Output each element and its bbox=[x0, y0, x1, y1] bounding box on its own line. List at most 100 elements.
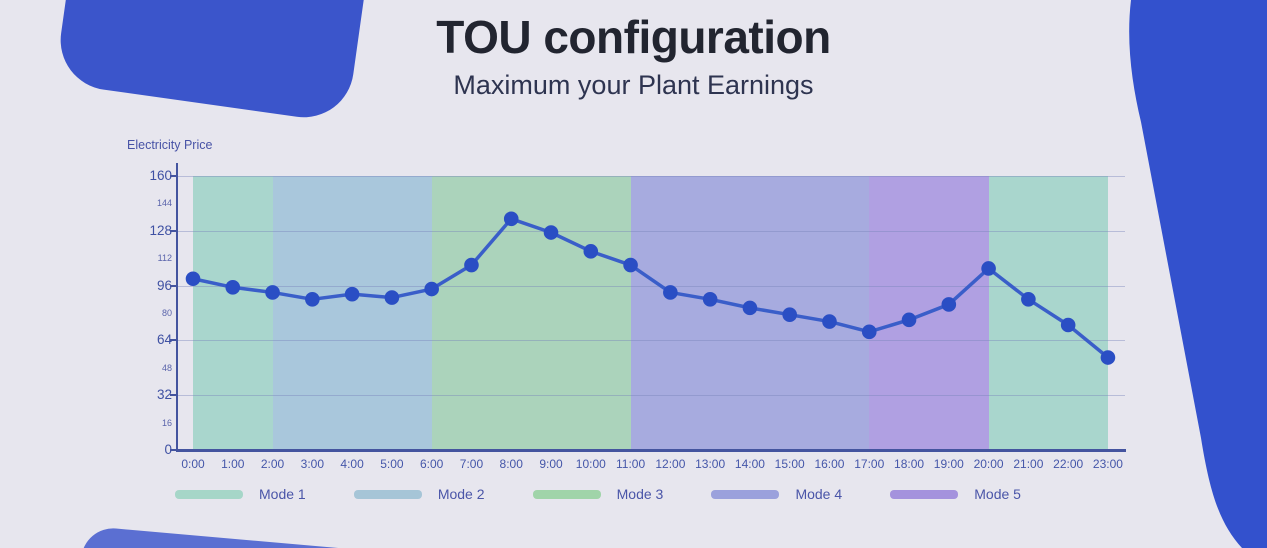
legend-swatch-mode-2 bbox=[353, 489, 422, 499]
data-point-2000 bbox=[981, 261, 996, 276]
y-tick-mark-32 bbox=[170, 394, 176, 397]
data-point-2300 bbox=[1100, 350, 1116, 365]
data-point-700 bbox=[464, 257, 479, 273]
y-tick-label-128: 128 bbox=[149, 222, 172, 238]
x-tick-label-2000: 20:00 bbox=[973, 457, 1004, 471]
x-tick-label-200: 2:00 bbox=[260, 457, 285, 471]
legend-label-mode-2: Mode 2 bbox=[437, 486, 485, 502]
data-point-1000 bbox=[583, 244, 599, 259]
gridline-64 bbox=[177, 340, 1125, 342]
y-tick-mark-160 bbox=[170, 175, 176, 177]
legend-item-mode-5: Mode 5 bbox=[890, 486, 1021, 502]
gridline-128 bbox=[177, 230, 1125, 232]
y-tick-label-0: 0 bbox=[164, 442, 172, 457]
legend-swatch-mode-5 bbox=[890, 489, 959, 499]
y-axis bbox=[176, 163, 178, 451]
legend-label-mode-1: Mode 1 bbox=[259, 486, 306, 502]
data-point-000 bbox=[185, 271, 201, 287]
chart-legend: Mode 1 Mode 2 Mode 3 Mode 4 Mode 5 bbox=[175, 486, 1021, 502]
price-line bbox=[192, 217, 1110, 359]
data-point-1800 bbox=[901, 312, 917, 328]
x-tick-label-1500: 15:00 bbox=[774, 457, 805, 471]
x-tick-label-800: 8:00 bbox=[499, 457, 523, 471]
bottom-left-blob bbox=[78, 528, 411, 548]
x-tick-label-400: 4:00 bbox=[340, 457, 364, 471]
data-point-400 bbox=[344, 286, 360, 302]
data-point-1600 bbox=[822, 314, 837, 329]
page-subtitle: Maximum your Plant Earnings bbox=[453, 70, 814, 100]
legend-item-mode-4: Mode 4 bbox=[711, 486, 842, 502]
y-tick-label-64: 64 bbox=[156, 332, 172, 348]
x-tick-label-1000: 10:00 bbox=[575, 457, 606, 471]
x-tick-label-900: 9:00 bbox=[539, 457, 563, 471]
band-mode-3 bbox=[431, 176, 631, 450]
legend-item-mode-3: Mode 3 bbox=[532, 486, 664, 502]
legend-label-mode-5: Mode 5 bbox=[974, 486, 1021, 502]
x-tick-label-1100: 11:00 bbox=[616, 457, 646, 471]
y-tick-label-80: 80 bbox=[161, 308, 172, 318]
x-tick-label-1900: 19:00 bbox=[933, 457, 964, 471]
x-tick-label-100: 1:00 bbox=[221, 457, 245, 471]
y-tick-label-160: 160 bbox=[149, 168, 172, 183]
legend-label-mode-4: Mode 4 bbox=[795, 486, 843, 502]
x-tick-label-300: 3:00 bbox=[300, 457, 324, 471]
price-line-series bbox=[185, 211, 1116, 365]
x-tick-label-1800: 18:00 bbox=[894, 457, 925, 471]
legend-swatch-mode-1 bbox=[175, 489, 243, 499]
x-tick-label-1200: 12:00 bbox=[655, 457, 686, 471]
data-point-1900 bbox=[941, 297, 957, 312]
data-point-100 bbox=[225, 280, 241, 295]
data-point-800 bbox=[503, 211, 519, 227]
data-point-300 bbox=[305, 292, 320, 307]
tou-chart-plot bbox=[177, 176, 1125, 450]
y-tick-label-112: 112 bbox=[157, 253, 172, 264]
data-point-2100 bbox=[1021, 292, 1036, 307]
legend-swatch-mode-4 bbox=[711, 489, 780, 499]
data-point-1400 bbox=[742, 300, 758, 316]
page-title: TOU configuration bbox=[436, 11, 831, 63]
band-mode-1 bbox=[193, 176, 273, 450]
y-axis-title: Electricity Price bbox=[127, 138, 213, 152]
x-tick-label-700: 7:00 bbox=[459, 457, 484, 471]
y-tick-label-96: 96 bbox=[156, 277, 172, 293]
data-point-900 bbox=[543, 225, 559, 240]
y-tick-mark-96 bbox=[170, 284, 176, 287]
data-point-1300 bbox=[702, 292, 718, 307]
data-point-200 bbox=[265, 285, 280, 300]
x-tick-label-1600: 16:00 bbox=[814, 457, 845, 471]
gridline-32 bbox=[177, 395, 1125, 397]
data-point-600 bbox=[424, 281, 439, 297]
x-tick-label-000: 0:00 bbox=[181, 457, 205, 471]
y-tick-mark-64 bbox=[170, 339, 176, 342]
y-tick-label-48: 48 bbox=[161, 362, 172, 373]
gridline-96 bbox=[177, 285, 1125, 287]
y-tick-label-32: 32 bbox=[156, 387, 172, 403]
x-tick-label-1300: 13:00 bbox=[695, 457, 726, 471]
legend-swatch-mode-3 bbox=[532, 489, 601, 499]
y-tick-mark-128 bbox=[170, 229, 176, 232]
data-point-2200 bbox=[1060, 317, 1076, 333]
x-tick-label-600: 6:00 bbox=[419, 457, 444, 471]
data-point-500 bbox=[384, 290, 400, 305]
x-tick-label-2200: 22:00 bbox=[1053, 457, 1084, 471]
legend-label-mode-3: Mode 3 bbox=[616, 486, 664, 502]
data-point-1200 bbox=[663, 285, 678, 300]
band-mode-2 bbox=[272, 176, 432, 450]
data-point-1500 bbox=[782, 307, 797, 323]
y-tick-mark-0 bbox=[170, 449, 176, 451]
y-tick-label-144: 144 bbox=[156, 198, 172, 209]
x-tick-label-1400: 14:00 bbox=[734, 457, 765, 471]
y-tick-label-16: 16 bbox=[161, 417, 172, 428]
data-point-1100 bbox=[623, 257, 638, 273]
x-tick-label-2300: 23:00 bbox=[1092, 457, 1123, 471]
gridline-160 bbox=[177, 176, 1125, 177]
legend-item-mode-1: Mode 1 bbox=[175, 486, 306, 502]
x-tick-label-1700: 17:00 bbox=[854, 457, 885, 471]
x-tick-label-2100: 21:00 bbox=[1013, 457, 1044, 471]
x-axis bbox=[176, 449, 1126, 452]
data-point-1700 bbox=[861, 324, 877, 340]
header: TOU configuration Maximum your Plant Ear… bbox=[0, 0, 1267, 101]
x-tick-label-500: 5:00 bbox=[380, 457, 404, 471]
legend-item-mode-2: Mode 2 bbox=[353, 486, 485, 502]
